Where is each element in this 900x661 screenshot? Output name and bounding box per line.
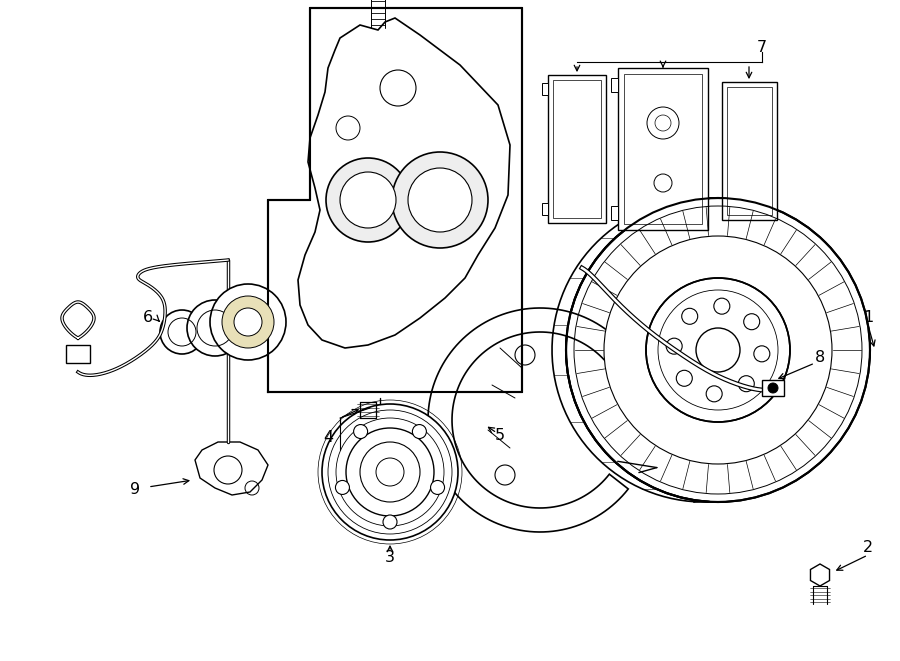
Circle shape [706,386,722,402]
Circle shape [354,424,367,438]
Polygon shape [298,18,510,348]
Circle shape [666,338,682,354]
Bar [542,83,548,95]
Circle shape [566,198,870,502]
Circle shape [754,346,770,362]
Polygon shape [195,442,268,495]
Circle shape [408,168,472,232]
Circle shape [340,172,396,228]
Bar [722,82,777,220]
Text: 4: 4 [323,430,333,446]
Bar [542,203,548,215]
Text: 5: 5 [495,428,505,442]
Bar [727,87,772,215]
Bar [762,380,784,396]
Bar [553,80,601,218]
Circle shape [222,296,274,348]
Text: 7: 7 [757,40,767,56]
Circle shape [768,383,778,393]
Circle shape [380,70,416,106]
Text: 2: 2 [863,541,873,555]
Text: 1: 1 [863,311,873,325]
Circle shape [210,284,286,360]
Circle shape [646,278,790,422]
Bar [548,75,606,223]
Circle shape [738,375,754,392]
Circle shape [322,404,458,540]
Circle shape [676,370,692,386]
Bar [66,345,90,363]
Circle shape [336,481,349,494]
Circle shape [714,298,730,314]
Text: 9: 9 [130,483,140,498]
Polygon shape [268,8,522,392]
Circle shape [743,314,760,330]
Bar [618,68,708,230]
Bar [611,206,618,220]
Polygon shape [811,564,830,586]
Circle shape [696,328,740,372]
Circle shape [187,300,243,356]
Bar [624,74,702,224]
Circle shape [326,158,410,242]
Circle shape [392,152,488,248]
Circle shape [160,310,204,354]
Circle shape [383,515,397,529]
Circle shape [430,481,445,494]
Circle shape [604,236,832,464]
Circle shape [234,308,262,336]
Text: 6: 6 [143,311,153,325]
Text: 8: 8 [814,350,825,366]
Polygon shape [428,308,628,532]
Circle shape [412,424,427,438]
Text: 3: 3 [385,551,395,566]
Circle shape [681,308,698,325]
Bar [611,78,618,92]
